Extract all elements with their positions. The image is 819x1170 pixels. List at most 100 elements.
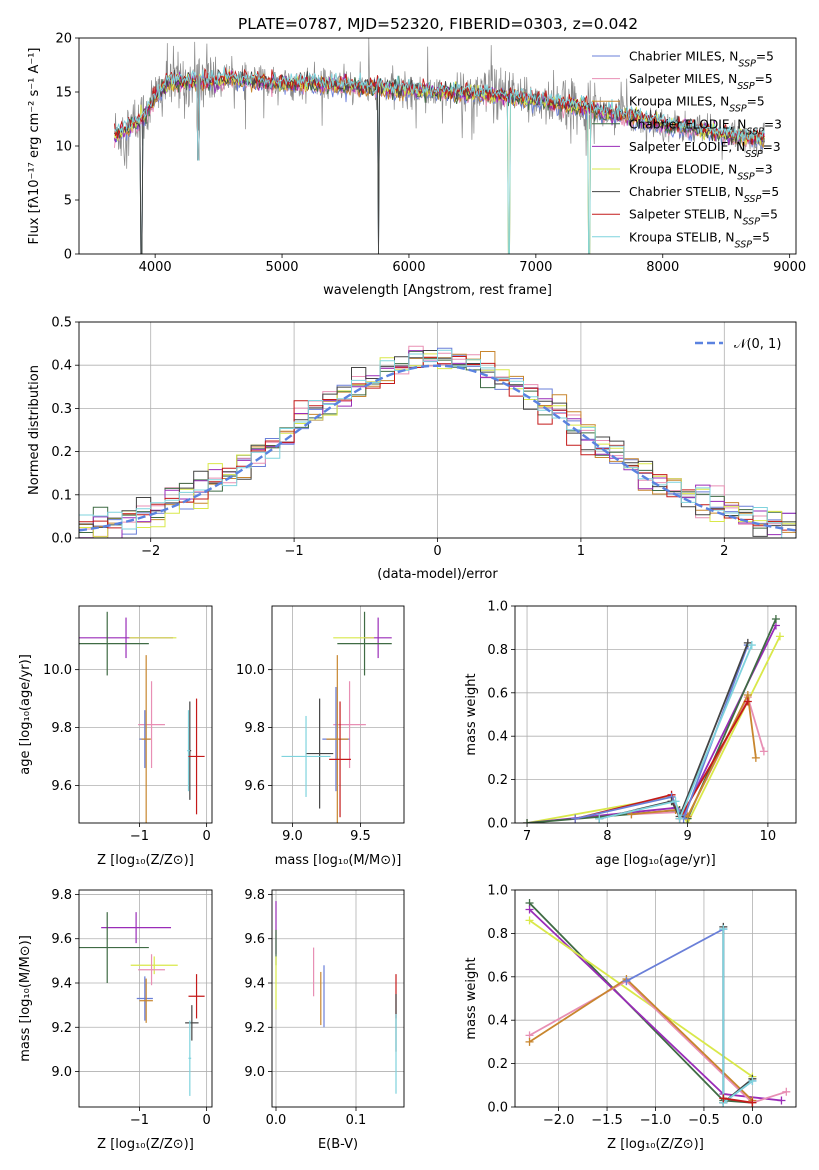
spectrum-x-label: wavelength [Angstrom, rest frame]	[323, 283, 552, 298]
y-tick-label: 10	[55, 140, 72, 155]
legend-label-0: Chabrier MILES, NSSP=5	[629, 50, 774, 70]
errorbar-point	[130, 956, 178, 975]
model-spectrum-kroupa-stelib	[114, 66, 765, 254]
legend-label-8: Kroupa STELIB, NSSP=5	[629, 230, 770, 250]
age-vs-mass-axes: 9.0 9.5 9.6 9.8 10.0	[236, 606, 404, 844]
normal-reference-curve	[79, 364, 796, 532]
x-tick-label: 0	[433, 544, 441, 559]
weight-vs-Z-axes: −2.0 −1.5 −1.0 −0.5 0.0 0.0 0.2 0.4 0.6 0.8 1.0	[487, 884, 796, 1128]
weight-vs-age-lines	[523, 615, 784, 823]
y-tick-label: 10.0	[43, 663, 72, 678]
model-spectrum-salpeter-stelib	[114, 67, 765, 161]
errorbar-point	[188, 974, 205, 1019]
x-tick-label: −1.0	[640, 1113, 672, 1128]
weight-marker	[748, 1098, 757, 1107]
weight-marker	[719, 925, 728, 934]
x-tick-label: 9000	[773, 260, 806, 275]
age-vs-Z-y-label: age [log₁₀(age/yr)]	[18, 654, 33, 775]
age-vs-Z-axes: −1 0 9.6 9.8 10.0	[43, 606, 212, 844]
weight-marker	[777, 1096, 786, 1105]
weight-marker	[775, 632, 784, 641]
y-tick-label: 0.2	[487, 773, 508, 788]
age-vs-mass-errorbars	[281, 611, 392, 823]
y-tick-label: 9.6	[244, 779, 265, 794]
x-tick-label: −1	[285, 544, 304, 559]
mass-vs-Z-errorbars	[79, 912, 205, 1096]
y-tick-label: 9.6	[244, 932, 265, 947]
x-tick-label: 8000	[646, 260, 679, 275]
x-tick-label: 0	[202, 829, 210, 844]
x-tick-label: −1	[130, 1113, 149, 1128]
y-tick-label: 0.0	[51, 532, 72, 547]
y-tick-label: 0.1	[51, 488, 72, 503]
x-tick-label: 7	[523, 829, 531, 844]
errorbar-point	[187, 710, 190, 792]
y-tick-label: 9.2	[51, 1021, 72, 1036]
x-tick-label: 2	[720, 544, 728, 559]
y-tick-label: 0.4	[51, 359, 72, 374]
weight-marker	[595, 814, 604, 823]
weight-vs-Z-x-label: Z [log₁₀(Z/Z⊙)]	[607, 1137, 704, 1152]
weight-marker	[743, 697, 752, 706]
errorbar-point	[185, 1005, 199, 1041]
weight-marker	[525, 916, 534, 925]
mass-vs-EBV-frame	[271, 889, 405, 1108]
legend-label-3: Chabrier ELODIE, NSSP=3	[629, 117, 782, 137]
y-tick-label: 10.0	[236, 663, 265, 678]
weight-marker	[671, 797, 680, 806]
y-tick-label: 0.3	[51, 402, 72, 417]
mass-vs-Z-frame	[78, 889, 213, 1108]
errorbar-point	[306, 698, 334, 809]
y-tick-label: 0.8	[487, 927, 508, 942]
mass-vs-Z-axes: −1 0 9.0 9.2 9.4 9.6 9.8	[51, 888, 212, 1128]
y-tick-label: 9.8	[51, 721, 72, 736]
age-vs-mass-frame	[271, 605, 405, 824]
weight-marker	[523, 819, 532, 823]
errorbar-point	[139, 978, 153, 1023]
y-tick-label: 9.6	[51, 932, 72, 947]
y-tick-label: 0.4	[487, 730, 508, 745]
age-vs-Z-errorbars	[79, 611, 205, 823]
y-tick-label: 0.0	[487, 817, 508, 832]
x-tick-label: −2.0	[543, 1113, 575, 1128]
weight-vs-Z-lines	[525, 899, 791, 1107]
x-tick-label: −1.5	[591, 1113, 623, 1128]
y-tick-label: 0.6	[487, 686, 508, 701]
weight-vs-age-x-label: age [log₁₀(age/yr)]	[595, 853, 716, 868]
errorbar-point	[281, 715, 331, 797]
y-tick-label: 0.0	[487, 1101, 508, 1116]
y-tick-label: 9.8	[244, 888, 265, 903]
y-tick-label: 9.2	[244, 1021, 265, 1036]
y-tick-label: 0.5	[51, 316, 72, 331]
y-tick-label: 9.4	[51, 977, 72, 992]
figure-title: PLATE=0787, MJD=52320, FIBERID=0303, z=0…	[238, 15, 638, 33]
mass-vs-EBV-axes: 0.0 0.1 9.0 9.2 9.4 9.6 9.8	[244, 888, 404, 1128]
x-tick-label: 1	[577, 544, 585, 559]
y-tick-label: 9.8	[244, 721, 265, 736]
age-vs-mass-x-label: mass [log₁₀(M/M⊙)]	[275, 853, 402, 868]
x-tick-label: −2	[141, 544, 160, 559]
x-tick-label: 9.5	[350, 829, 371, 844]
weight-vs-Z-frame	[514, 889, 797, 1108]
mass-vs-Z-x-label: Z [log₁₀(Z/Z⊙)]	[97, 1137, 194, 1152]
errorbar-point	[138, 681, 165, 769]
weight-line-kroupa-stelib	[599, 644, 753, 822]
errorbar-point	[101, 912, 172, 944]
errorbar-point	[326, 655, 349, 823]
x-tick-label: 9	[683, 829, 691, 844]
weight-vs-age-y-label: mass weight	[464, 673, 479, 755]
errorbar-point	[337, 611, 392, 676]
legend-label-4: Salpeter ELODIE, NSSP=3	[629, 140, 781, 160]
weight-marker	[622, 977, 631, 986]
age-vs-Z-frame	[78, 605, 213, 824]
spectrum-lines	[114, 38, 765, 254]
x-tick-label: 4000	[139, 260, 172, 275]
weight-vs-Z-y-label: mass weight	[464, 957, 479, 1039]
spectrum-y-label: Flux [fλ10⁻¹⁷ erg cm⁻² s⁻¹ A⁻¹]	[27, 48, 42, 245]
y-tick-label: 15	[55, 86, 72, 101]
mass-vs-EBV-x-label: E(B-V)	[318, 1137, 358, 1152]
weight-marker	[771, 615, 780, 624]
y-tick-label: 0.4	[487, 1014, 508, 1029]
spectrum-frame	[78, 37, 797, 255]
weight-marker	[525, 1037, 534, 1046]
